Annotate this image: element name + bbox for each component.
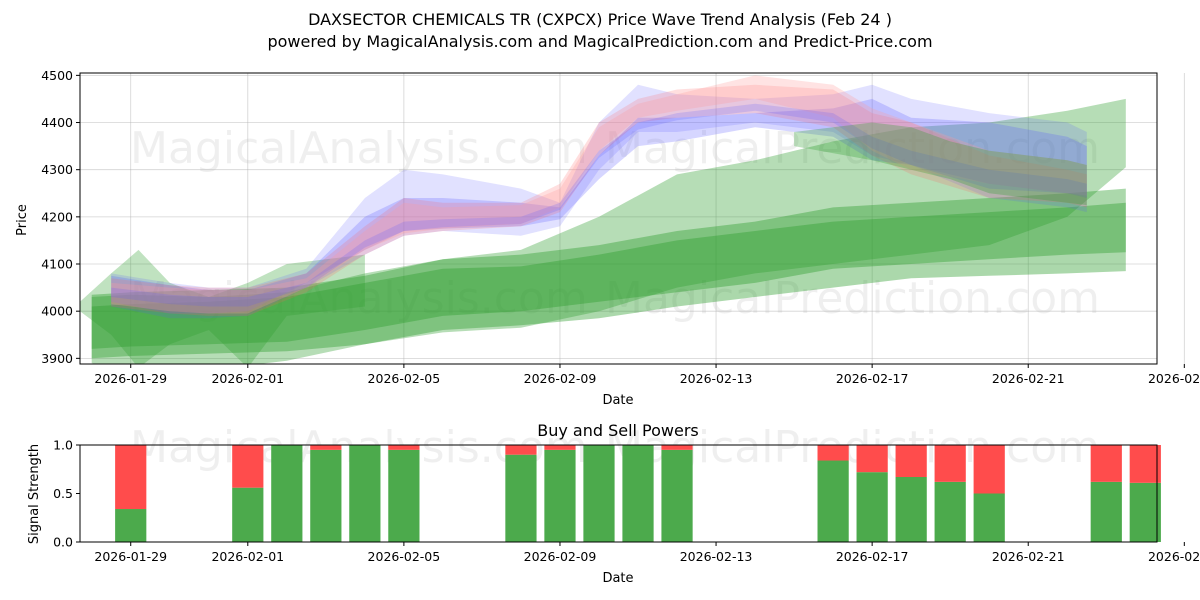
top-plot-frame	[79, 72, 1158, 365]
price-band-pink-wave	[111, 75, 1087, 314]
top-y-axis-title: Price	[15, 204, 30, 236]
x-tick-label: 2026-02-13	[680, 549, 753, 564]
price-band-green-mid	[91, 188, 1126, 349]
watermark-text: MagicalPrediction.com	[605, 273, 1100, 324]
x-tick-label: 2026-02-21	[992, 549, 1065, 564]
y-tick-label: 3900	[41, 351, 73, 366]
y-tick-label: 0.5	[53, 486, 73, 501]
x-tick-label: 2026-02-09	[524, 549, 597, 564]
buy-power-bar	[622, 445, 654, 542]
y-tick-label: 4100	[41, 257, 73, 272]
sell-power-bar	[817, 445, 849, 461]
buy-power-bar	[1129, 482, 1161, 542]
buy-power-bar	[310, 449, 342, 542]
sell-power-bar	[232, 445, 264, 488]
y-tick-label: 4200	[41, 209, 73, 224]
y-tick-label: 1.0	[53, 438, 73, 453]
sell-power-bar	[973, 445, 1005, 494]
main-title-line2: powered by MagicalAnalysis.com and Magic…	[267, 32, 932, 51]
bottom-y-axis-title: Signal Strength	[27, 444, 42, 544]
price-band-olive-tail	[794, 122, 1087, 206]
sell-power-bar	[934, 445, 966, 482]
buy-power-bar	[505, 454, 537, 542]
x-tick-label: 2026-01-29	[94, 549, 167, 564]
x-tick-label: 2026-02-25	[1148, 549, 1200, 564]
sell-power-bar	[1090, 445, 1122, 482]
x-tick-label: 2026-02-01	[211, 371, 284, 386]
price-band-green-spike	[80, 249, 365, 364]
y-tick-label: 4300	[41, 162, 73, 177]
price-band-blue-wave	[111, 84, 1087, 319]
x-tick-label: 2026-02-05	[368, 371, 441, 386]
y-tick-label: 4400	[41, 115, 73, 130]
sell-power-bar	[544, 445, 576, 450]
sell-power-bar	[310, 445, 342, 450]
top-price-bands	[80, 75, 1126, 364]
top-watermarks: MagicalAnalysis.com MagicalPrediction.com…	[130, 123, 1100, 324]
price-band-green-low	[91, 202, 1126, 359]
x-tick-label: 2026-01-29	[94, 371, 167, 386]
sell-power-bar	[1129, 445, 1161, 483]
bottom-y-ticks: 0.0 0.5 1.0	[53, 438, 80, 550]
x-tick-label: 2026-02-09	[524, 371, 597, 386]
buy-power-bar	[895, 477, 927, 542]
buy-power-bar	[934, 481, 966, 542]
x-tick-label: 2026-02-17	[836, 371, 909, 386]
buy-power-bar	[544, 449, 576, 542]
sell-power-bar	[505, 445, 537, 455]
buy-power-bar	[973, 493, 1005, 542]
top-x-axis-title: Date	[602, 393, 633, 408]
buy-power-bar	[349, 445, 381, 542]
y-tick-label: 4000	[41, 304, 73, 319]
price-band-green-wide-rising	[91, 98, 1126, 364]
top-gridlines	[80, 73, 1185, 364]
bottom-chart-title: Buy and Sell Powers	[537, 421, 699, 440]
x-tick-label: 2026-02-21	[992, 371, 1065, 386]
buy-power-bar	[661, 449, 693, 542]
watermark-text: MagicalPrediction.com	[605, 123, 1100, 174]
buy-power-bar	[856, 472, 888, 542]
buy-power-bar	[271, 445, 303, 542]
sell-power-bar	[388, 445, 420, 450]
price-band-blue-core	[111, 98, 1087, 314]
main-title-line1: DAXSECTOR CHEMICALS TR (CXPCX) Price Wav…	[308, 10, 892, 29]
y-tick-label: 4500	[41, 68, 73, 83]
x-tick-label: 2026-02-25	[1148, 371, 1200, 386]
watermark-text: MagicalAnalysis.com	[130, 273, 588, 324]
buy-power-bar	[388, 449, 420, 542]
bottom-signal-bars	[115, 445, 1161, 542]
x-tick-label: 2026-02-17	[836, 549, 909, 564]
x-tick-label: 2026-02-01	[211, 549, 284, 564]
buy-power-bar	[115, 509, 147, 542]
top-x-ticks: 2026-01-29 2026-02-01 2026-02-05 2026-02-09…	[94, 364, 1200, 386]
bottom-x-axis-title: Date	[602, 571, 633, 586]
watermark-text: MagicalAnalysis.com	[130, 123, 588, 174]
bottom-x-ticks: 2026-01-29 2026-02-01 2026-02-05 2026-02-09…	[94, 542, 1200, 564]
sell-power-bar	[856, 445, 888, 473]
top-y-ticks: 3900 4000 4100 4200 4300 4400 4500	[41, 68, 80, 366]
price-band-red-wave	[111, 84, 1087, 316]
x-tick-label: 2026-02-13	[680, 371, 753, 386]
y-tick-label: 0.0	[53, 535, 73, 550]
buy-power-bar	[817, 460, 849, 542]
sell-power-bar	[115, 445, 147, 510]
buy-power-bar	[232, 487, 264, 542]
buy-power-bar	[1090, 481, 1122, 542]
x-tick-label: 2026-02-05	[368, 549, 441, 564]
sell-power-bar	[895, 445, 927, 478]
sell-power-bar	[661, 445, 693, 450]
buy-power-bar	[583, 445, 615, 542]
